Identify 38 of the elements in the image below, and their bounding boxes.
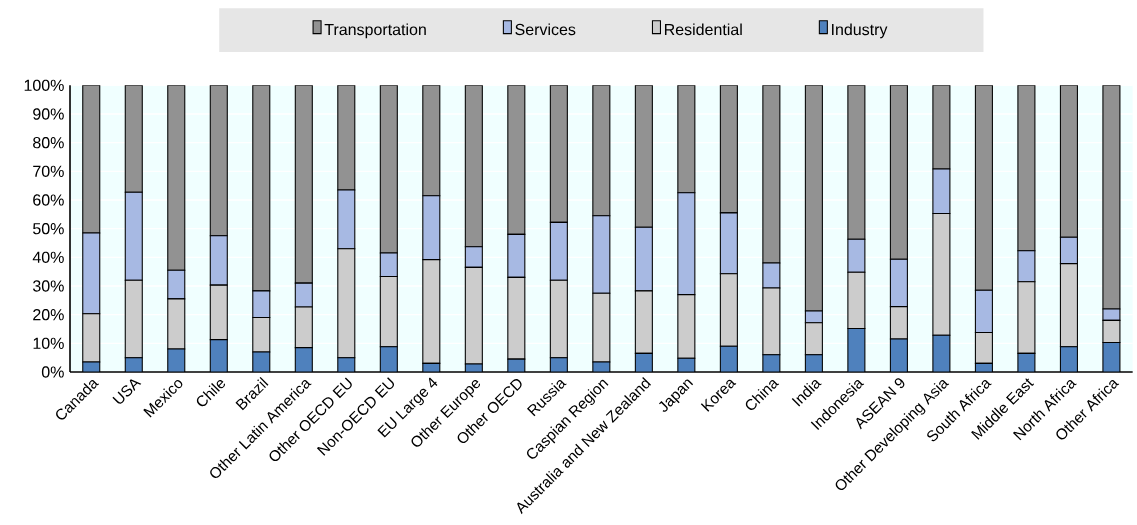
legend-label: Residential	[664, 23, 742, 36]
bar	[974, 85, 993, 291]
y-tick-label: 80%	[33, 137, 64, 149]
bar	[889, 85, 908, 260]
bar	[507, 85, 526, 235]
y-tick-label: 30%	[32, 280, 64, 292]
y-tick-label: 100%	[24, 79, 64, 91]
bar	[124, 85, 143, 193]
bar	[549, 85, 568, 223]
bar	[294, 85, 313, 284]
y-tick-label: 50%	[33, 223, 64, 235]
y-tick-label: 10%	[33, 337, 64, 349]
y-tick-label: 70%	[33, 165, 64, 177]
bar	[464, 85, 483, 248]
bar	[804, 85, 823, 312]
bar	[634, 85, 653, 228]
bar	[82, 85, 101, 234]
bar	[209, 85, 228, 237]
legend-label: Industry	[832, 23, 888, 39]
x-tick-label: USA	[112, 379, 142, 404]
y-tick-label: 60%	[33, 194, 64, 206]
bar	[592, 85, 611, 217]
y-tick-label: 20%	[33, 309, 64, 321]
y-tick-label: 90%	[33, 108, 64, 120]
bar	[1059, 346, 1078, 372]
y-tick-label: 40%	[32, 251, 64, 263]
legend-label: Transportation	[324, 23, 426, 39]
bar	[252, 85, 271, 292]
bar	[422, 85, 441, 197]
bar	[1059, 85, 1078, 238]
bar	[719, 85, 738, 214]
bar	[209, 339, 228, 372]
legend-label: Services	[515, 23, 576, 36]
y-tick-label: 0%	[41, 366, 64, 378]
bar	[379, 85, 398, 254]
bar	[379, 346, 398, 372]
bar	[337, 85, 356, 191]
bar	[167, 85, 186, 271]
